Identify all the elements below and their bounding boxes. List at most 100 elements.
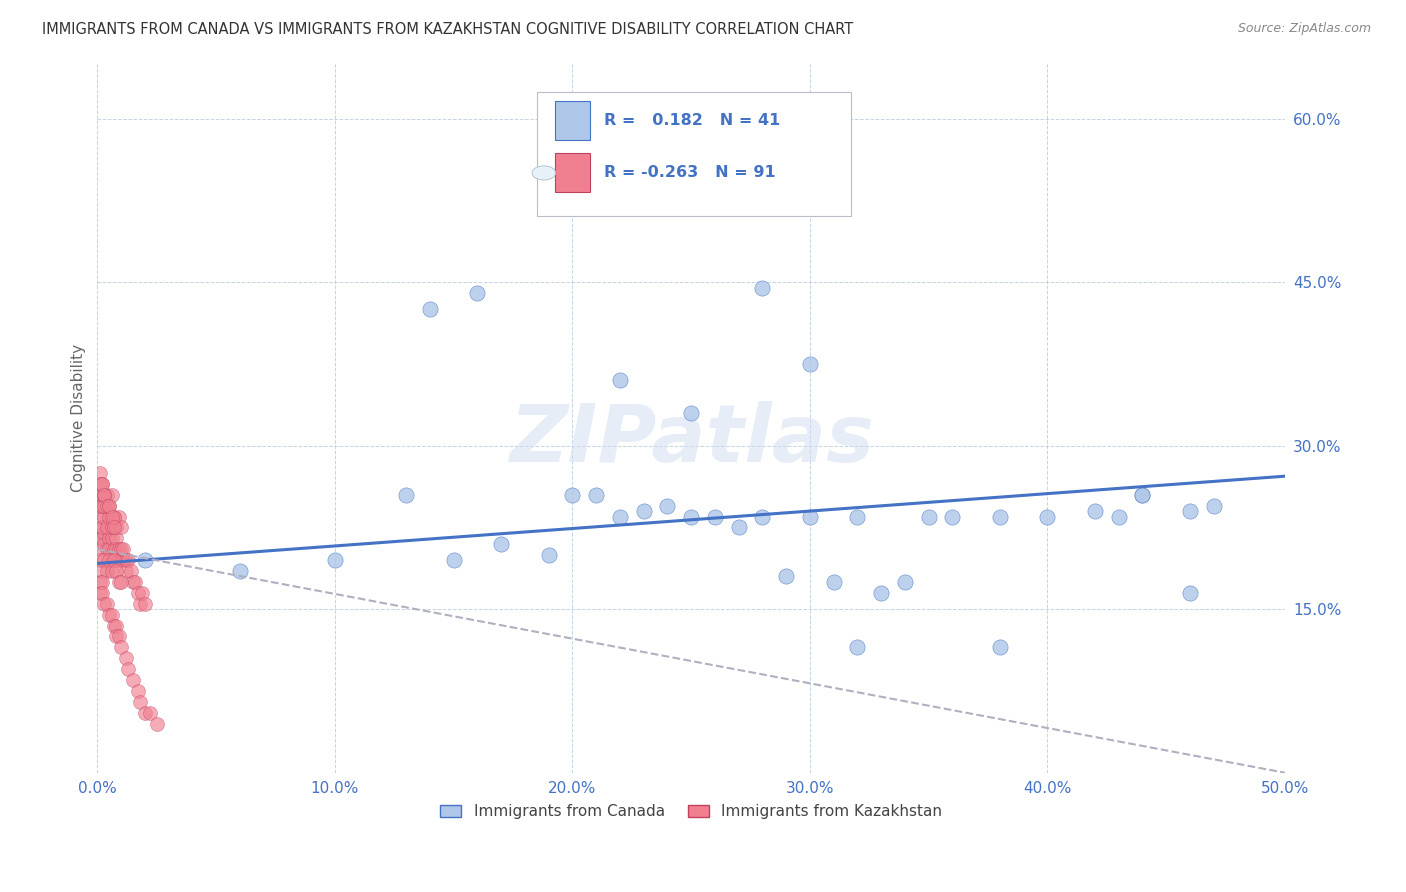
Point bbox=[91, 520, 114, 534]
Point bbox=[110, 520, 132, 534]
Point bbox=[107, 574, 129, 589]
Bar bbox=[554, 101, 591, 140]
Point bbox=[117, 553, 139, 567]
Point bbox=[96, 564, 118, 578]
Point bbox=[1132, 488, 1154, 502]
Point bbox=[96, 488, 118, 502]
Legend: Immigrants from Canada, Immigrants from Kazakhstan: Immigrants from Canada, Immigrants from … bbox=[434, 798, 949, 825]
Point bbox=[585, 488, 607, 502]
Text: R =   0.182   N = 41: R = 0.182 N = 41 bbox=[605, 112, 780, 128]
Point bbox=[105, 520, 128, 534]
Point bbox=[91, 586, 114, 600]
Point bbox=[124, 574, 146, 589]
Point bbox=[103, 509, 125, 524]
Point bbox=[107, 553, 129, 567]
Point bbox=[134, 553, 156, 567]
Point bbox=[91, 476, 114, 491]
Point bbox=[1178, 586, 1201, 600]
Point bbox=[98, 607, 121, 622]
Point bbox=[609, 373, 631, 387]
Point bbox=[823, 574, 845, 589]
Point bbox=[115, 564, 138, 578]
Point bbox=[1036, 509, 1059, 524]
Point bbox=[870, 586, 893, 600]
Point bbox=[419, 302, 441, 317]
Point bbox=[93, 537, 115, 551]
Point bbox=[103, 618, 125, 632]
Point bbox=[93, 488, 115, 502]
Point bbox=[117, 662, 139, 676]
Point bbox=[103, 542, 125, 557]
Point bbox=[107, 542, 129, 557]
Point bbox=[91, 499, 114, 513]
Point bbox=[941, 509, 963, 524]
Bar bbox=[554, 153, 591, 193]
Text: ZIPatlas: ZIPatlas bbox=[509, 401, 873, 479]
Point bbox=[89, 499, 111, 513]
Point bbox=[103, 509, 125, 524]
Point bbox=[657, 499, 679, 513]
Point bbox=[115, 553, 138, 567]
Text: Source: ZipAtlas.com: Source: ZipAtlas.com bbox=[1237, 22, 1371, 36]
Point bbox=[229, 564, 252, 578]
Point bbox=[96, 499, 118, 513]
Point bbox=[537, 548, 560, 562]
Point bbox=[112, 553, 135, 567]
Point bbox=[751, 280, 773, 294]
Point bbox=[1084, 504, 1107, 518]
Point bbox=[110, 640, 132, 655]
Point bbox=[89, 574, 111, 589]
Point bbox=[138, 706, 160, 720]
Point bbox=[96, 520, 118, 534]
Point bbox=[127, 586, 149, 600]
Point bbox=[127, 684, 149, 698]
Point bbox=[89, 509, 111, 524]
Point bbox=[799, 509, 821, 524]
Point bbox=[103, 553, 125, 567]
Point bbox=[799, 357, 821, 371]
Point bbox=[105, 564, 128, 578]
Point bbox=[91, 476, 114, 491]
Point bbox=[103, 520, 125, 534]
FancyBboxPatch shape bbox=[537, 93, 852, 217]
Point bbox=[122, 673, 145, 687]
Point bbox=[100, 509, 122, 524]
Text: R = -0.263   N = 91: R = -0.263 N = 91 bbox=[605, 165, 776, 180]
Point bbox=[89, 542, 111, 557]
Point bbox=[100, 488, 122, 502]
Point bbox=[918, 509, 941, 524]
Point bbox=[89, 466, 111, 480]
Point bbox=[323, 553, 346, 567]
Point bbox=[134, 706, 156, 720]
Point bbox=[443, 553, 465, 567]
Point bbox=[894, 574, 917, 589]
Point bbox=[1202, 499, 1225, 513]
Point bbox=[89, 553, 111, 567]
Point bbox=[134, 597, 156, 611]
Point bbox=[89, 532, 111, 546]
Point bbox=[105, 618, 128, 632]
Point bbox=[89, 586, 111, 600]
Point bbox=[98, 509, 121, 524]
Point bbox=[489, 537, 512, 551]
Point bbox=[633, 504, 655, 518]
Point bbox=[98, 553, 121, 567]
Point bbox=[107, 630, 129, 644]
Point bbox=[115, 651, 138, 665]
Point bbox=[98, 532, 121, 546]
Point bbox=[751, 509, 773, 524]
Point bbox=[98, 542, 121, 557]
Point bbox=[100, 553, 122, 567]
Point bbox=[91, 532, 114, 546]
Point bbox=[122, 574, 145, 589]
Point bbox=[775, 569, 797, 583]
Point bbox=[89, 476, 111, 491]
Point bbox=[93, 488, 115, 502]
Point bbox=[727, 520, 749, 534]
Point bbox=[98, 499, 121, 513]
Point bbox=[100, 532, 122, 546]
Point bbox=[100, 564, 122, 578]
Point bbox=[93, 509, 115, 524]
Point bbox=[93, 488, 115, 502]
Point bbox=[1108, 509, 1130, 524]
